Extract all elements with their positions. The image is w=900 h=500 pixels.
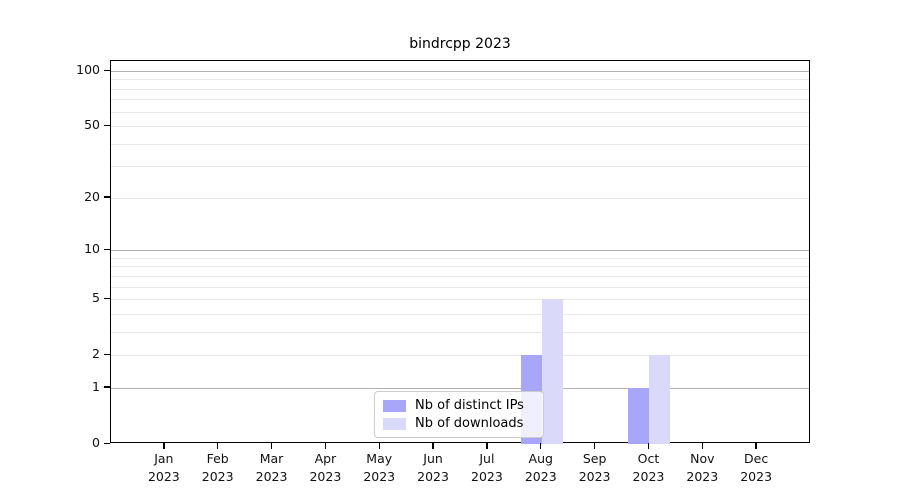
x-tick-label-sep: Sep 2023 [563, 450, 627, 486]
x-tick-year-oct: 2023 [632, 469, 665, 484]
x-tick-label-feb: Feb 2023 [186, 450, 250, 486]
bar-oct-downloads [649, 355, 671, 444]
x-tick-oct [647, 443, 650, 449]
x-tick-year-jan: 2023 [147, 469, 180, 484]
gridline-minor-7 [111, 275, 809, 277]
y-tick-label-0: 0 [92, 435, 100, 450]
x-tick-jun [432, 443, 434, 449]
gridline-minor-8 [111, 266, 809, 268]
bar-oct-distinct-ips [628, 387, 650, 444]
gridline-minor-6 [111, 286, 809, 288]
x-tick-sep [593, 443, 596, 449]
x-tick-apr [324, 443, 327, 449]
gridline-minor-40 [111, 143, 809, 145]
x-tick-year-nov: 2023 [686, 469, 719, 484]
gridline-major-10 [111, 250, 809, 252]
gridline-minor-80 [111, 88, 809, 90]
bar-aug-downloads [541, 299, 563, 444]
x-tick-year-mar: 2023 [255, 469, 288, 484]
x-tick-aug [540, 443, 542, 449]
x-tick-year-sep: 2023 [578, 469, 611, 484]
legend-label-distinct-ips: Nb of distinct IPs [415, 398, 524, 413]
x-tick-label-jul: Jul 2023 [455, 450, 519, 486]
y-tick-label-20: 20 [84, 188, 100, 204]
y-tick-100 [104, 69, 110, 71]
legend-entry-downloads: Nb of downloads [383, 416, 535, 431]
y-tick-0 [104, 442, 110, 444]
x-tick-year-feb: 2023 [201, 469, 234, 484]
y-tick-20 [104, 196, 110, 198]
y-tick-5 [104, 297, 110, 300]
y-tick-1 [104, 386, 110, 388]
x-tick-label-oct: Oct 2023 [616, 450, 680, 486]
x-tick-year-apr: 2023 [309, 469, 342, 484]
gridline-minor-50 [111, 126, 809, 128]
x-tick-feb [216, 443, 219, 449]
x-tick-year-dec: 2023 [740, 469, 773, 484]
gridline-minor-30 [111, 166, 809, 168]
x-tick-label-jan: Jan 2023 [132, 450, 196, 486]
x-tick-year-aug: 2023 [524, 469, 557, 484]
x-tick-label-nov: Nov 2023 [670, 450, 734, 486]
x-tick-label-dec: Dec 2023 [724, 450, 788, 486]
gridline-major-1 [111, 387, 809, 389]
legend-label-downloads: Nb of downloads [415, 416, 524, 431]
y-tick-label-50: 50 [84, 117, 100, 133]
y-tick-label-2: 2 [92, 346, 100, 362]
y-tick-2 [104, 353, 110, 356]
y-tick-label-10: 10 [84, 241, 100, 257]
x-tick-jan [163, 443, 165, 449]
gridline-minor-2 [111, 355, 809, 357]
legend-swatch-downloads [383, 417, 406, 430]
x-tick-year-jun: 2023 [417, 469, 449, 484]
y-tick-label-1: 1 [92, 378, 100, 394]
gridline-major-100 [111, 71, 809, 72]
gridline-minor-9 [111, 257, 809, 259]
x-tick-label-may: May 2023 [347, 450, 411, 486]
x-tick-dec [755, 443, 757, 449]
y-tick-50 [104, 124, 110, 127]
legend-swatch-distinct-ips [383, 399, 406, 412]
x-tick-mar [270, 443, 273, 449]
y-tick-label-100: 100 [76, 62, 100, 77]
gridline-minor-70 [111, 99, 809, 101]
x-tick-year-may: 2023 [363, 469, 396, 484]
x-tick-may [378, 443, 380, 449]
y-tick-10 [104, 248, 110, 251]
x-tick-jul [486, 443, 488, 449]
gridline-minor-60 [111, 111, 809, 113]
x-tick-label-aug: Aug 2023 [509, 450, 573, 486]
x-tick-label-mar: Mar 2023 [240, 450, 304, 486]
x-tick-year-jul: 2023 [471, 469, 503, 484]
chart-title: bindrcpp 2023 [409, 36, 511, 52]
legend: Nb of distinct IPs Nb of downloads [374, 391, 544, 438]
plot-area: Nb of distinct IPs Nb of downloads [110, 60, 810, 444]
legend-entry-distinct-ips: Nb of distinct IPs [383, 398, 535, 413]
x-tick-label-apr: Apr 2023 [293, 450, 357, 486]
x-tick-label-jun: Jun 2023 [401, 450, 465, 486]
gridline-minor-90 [111, 79, 809, 81]
gridline-minor-3 [111, 331, 809, 333]
gridline-minor-4 [111, 313, 809, 315]
gridline-minor-20 [111, 197, 809, 199]
x-tick-nov [701, 443, 703, 449]
y-tick-label-5: 5 [92, 290, 100, 306]
gridline-minor-5 [111, 299, 809, 301]
